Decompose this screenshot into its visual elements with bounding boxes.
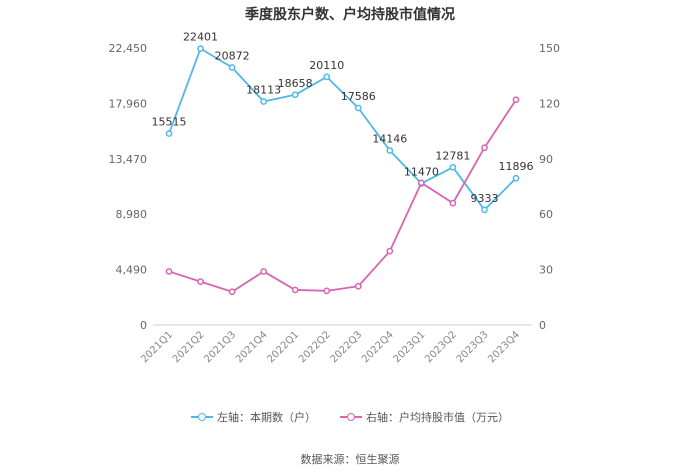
y-left-tick-label: 22,450 (109, 42, 148, 55)
avg-value-point (260, 268, 267, 275)
holders-point (165, 130, 173, 137)
data-label: 12781 (435, 149, 470, 162)
x-tick-label: 2021Q3 (202, 329, 238, 365)
data-label: 11896 (499, 160, 534, 173)
legend-line-marker-icon (191, 411, 213, 423)
avg-value-point (418, 179, 425, 187)
data-label: 20110 (309, 59, 344, 72)
x-tick-label: 2021Q1 (139, 329, 175, 365)
holders-point (260, 98, 267, 105)
y-right-tick-label: 120 (539, 97, 560, 110)
data-label: 14146 (372, 132, 407, 145)
x-tick-label: 2022Q2 (297, 329, 333, 365)
x-tick-label: 2021Q2 (171, 329, 207, 365)
holders-point (228, 64, 236, 71)
data-label: 20872 (215, 49, 250, 62)
holders-point (323, 73, 331, 81)
y-left-tick-label: 8,980 (116, 208, 148, 221)
x-tick-label: 2022Q3 (329, 329, 365, 365)
avg-value-point (291, 286, 299, 294)
chart-title: 季度股东户数、户均持股市值情况 (245, 7, 455, 23)
legend-item-right-series[interactable]: 右轴：户均持股市值（万元） (340, 409, 509, 425)
x-tick-label: 2023Q3 (455, 329, 491, 365)
y-right-tick-label: 0 (539, 319, 546, 332)
y-right-tick-label: 90 (539, 153, 553, 166)
x-tick-label: 2023Q4 (486, 329, 522, 365)
source-note: 数据来源：恒生聚源 (300, 453, 400, 466)
avg-value-line (168, 99, 517, 293)
y-right-tick-label: 150 (539, 42, 560, 55)
x-tick-label: 2022Q4 (360, 329, 396, 365)
y-left-tick-label: 4,490 (116, 264, 148, 277)
legend-label: 右轴：户均持股市值（万元） (366, 411, 509, 424)
avg-value-point (323, 287, 331, 295)
x-tick-label: 2021Q4 (234, 329, 270, 365)
avg-value-point (481, 144, 488, 152)
x-tick-label: 2022Q1 (265, 329, 301, 365)
legend: 左轴：本期数（户） 右轴：户均持股市值（万元） (0, 409, 700, 425)
holders-point (481, 206, 488, 214)
x-tick-label: 2023Q2 (423, 329, 459, 365)
data-label: 17586 (341, 90, 376, 103)
avg-value-point (386, 247, 394, 255)
holders-point (291, 91, 299, 99)
avg-value-point (197, 278, 204, 285)
holders-point (512, 174, 520, 182)
y-right-tick-label: 60 (539, 208, 553, 221)
data-label: 18113 (246, 84, 281, 97)
holders-point (197, 45, 204, 52)
holders-point (449, 163, 457, 171)
data-label: 22401 (183, 31, 218, 44)
data-label: 15515 (152, 116, 187, 129)
legend-label: 左轴：本期数（户） (217, 411, 316, 424)
avg-value-point (449, 199, 457, 207)
y-left-tick-label: 13,470 (109, 153, 148, 166)
x-tick-label: 2023Q1 (392, 329, 428, 365)
avg-value-point (512, 96, 520, 104)
y-right-tick-label: 30 (539, 264, 553, 277)
legend-line-marker-icon (340, 411, 362, 423)
y-left-tick-label: 17,960 (109, 97, 148, 110)
data-label: 11470 (404, 165, 439, 178)
data-label: 18658 (278, 77, 313, 90)
legend-item-left-series[interactable]: 左轴：本期数（户） (191, 409, 316, 425)
holders-point (354, 104, 362, 112)
series-layer (165, 45, 520, 296)
data-label: 9333 (470, 192, 498, 205)
holders-line (168, 47, 517, 211)
holders-point (386, 147, 394, 154)
avg-value-point (354, 282, 362, 290)
y-left-tick-label: 0 (140, 319, 147, 332)
avg-value-point (228, 288, 236, 296)
avg-value-point (165, 268, 173, 275)
